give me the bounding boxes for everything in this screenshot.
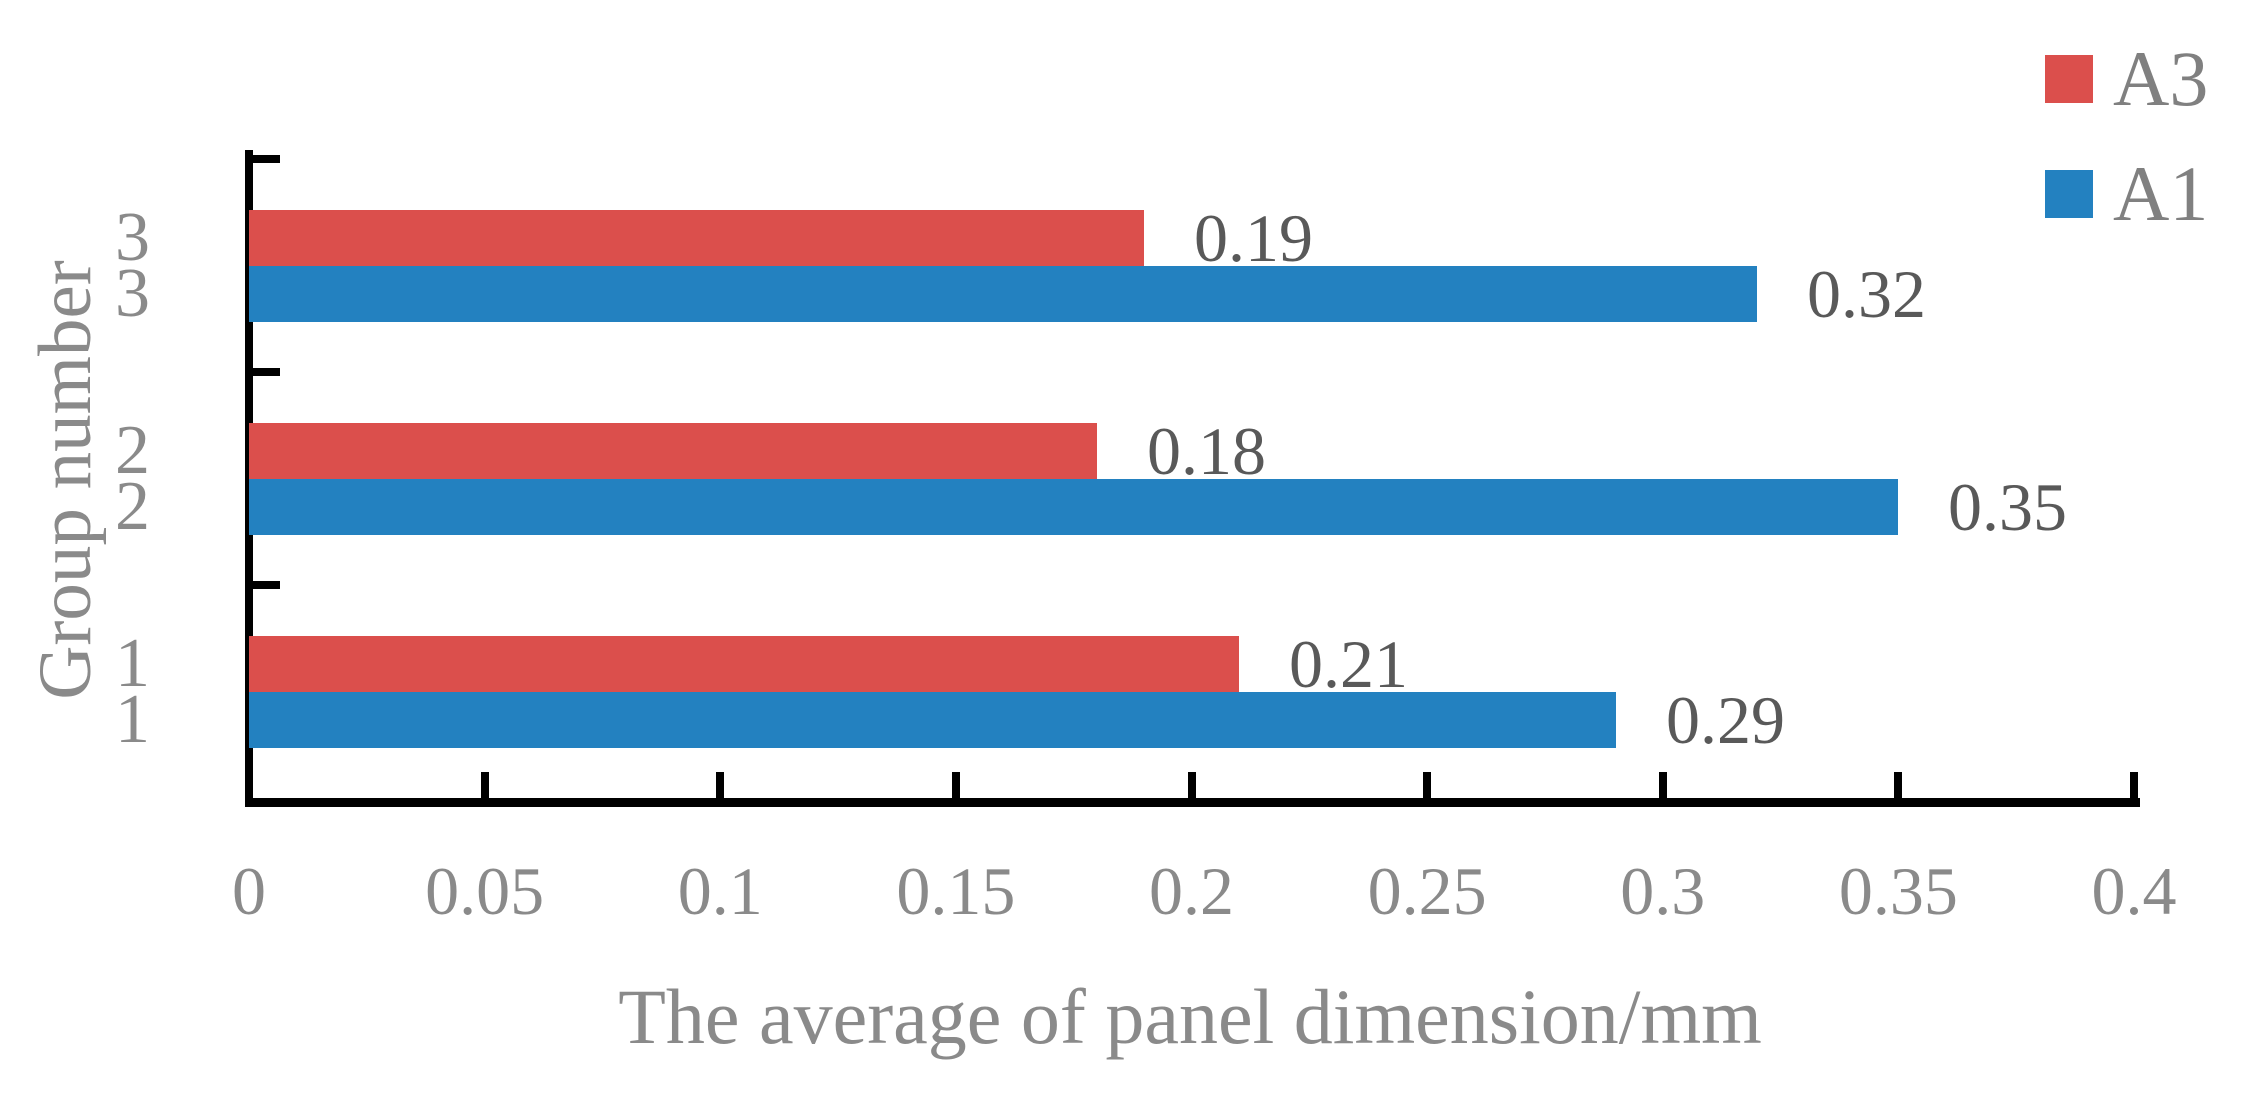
y-axis-category-label: 1: [115, 625, 150, 702]
bar-value-label: 0.19: [1194, 200, 1313, 276]
legend-label-a3: A3: [2113, 35, 2209, 122]
y-axis-tick: [253, 581, 280, 589]
bar-value-label: 0.18: [1147, 413, 1266, 489]
y-axis-category-label: 3: [115, 199, 150, 276]
x-axis-tick-label: 0.25: [1367, 853, 1487, 929]
legend-swatch-a1: [2045, 170, 2093, 218]
y-axis-tick: [253, 368, 280, 376]
bar-value-label: 0.35: [1948, 469, 2067, 545]
bar-a1-group-2: [249, 479, 1898, 535]
x-axis-tick-label: 0.05: [425, 853, 545, 929]
x-axis-tick-label: 0: [232, 853, 266, 929]
y-axis-tick: [253, 155, 280, 163]
x-axis-tick: [1187, 772, 1196, 798]
x-axis-tick: [716, 772, 725, 798]
y-axis-category-label: 1: [115, 681, 150, 758]
legend-label-a1: A1: [2113, 150, 2209, 237]
x-axis-tick-label: 0.3: [1620, 853, 1706, 929]
bar-a3-group-3: [249, 210, 1144, 266]
bar-value-label: 0.29: [1666, 682, 1785, 758]
bar-a3-group-1: [249, 636, 1239, 692]
x-axis-tick-label: 0.2: [1149, 853, 1234, 929]
bar-value-label: 0.32: [1807, 256, 1926, 332]
bar-a3-group-2: [249, 423, 1097, 479]
legend-entry-a1: A1: [2045, 150, 2209, 237]
y-axis-category-label: 3: [115, 255, 150, 332]
x-axis-tick: [951, 772, 960, 798]
x-axis-line: [245, 798, 2140, 807]
y-axis-category-label: 2: [115, 412, 150, 489]
bar-a1-group-1: [249, 692, 1616, 748]
y-axis-category-label: 2: [115, 468, 150, 545]
bar-value-label: 0.21: [1289, 626, 1408, 702]
x-axis-tick: [1423, 772, 1432, 798]
x-axis-title: The average of panel dimension/mm: [618, 973, 1762, 1060]
y-axis-title: Group number: [24, 260, 107, 700]
x-axis-tick-label: 0.35: [1838, 853, 1958, 929]
x-axis-tick-label: 0.4: [2091, 853, 2177, 929]
legend-entry-a3: A3: [2045, 35, 2209, 122]
x-axis-tick-label: 0.1: [677, 853, 763, 929]
x-axis-tick-label: 0.15: [896, 853, 1016, 929]
x-axis-tick: [1894, 772, 1903, 798]
x-axis-tick: [480, 772, 489, 798]
legend-swatch-a3: [2045, 55, 2093, 103]
bar-a1-group-3: [249, 266, 1757, 322]
x-axis-tick: [1658, 772, 1667, 798]
x-axis-tick: [2130, 772, 2138, 798]
